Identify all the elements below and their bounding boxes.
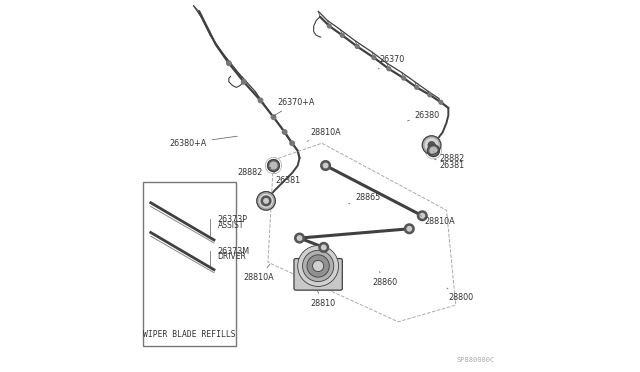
Circle shape [420,214,424,218]
Circle shape [298,236,302,240]
Circle shape [340,33,344,37]
Circle shape [261,196,271,206]
Circle shape [428,142,435,148]
Text: 26381: 26381 [435,159,464,170]
Circle shape [425,139,438,151]
Text: 26370+A: 26370+A [274,98,315,116]
Bar [143,182,236,346]
Circle shape [227,61,231,65]
Circle shape [271,115,276,119]
Circle shape [241,80,246,84]
Text: SP880000C: SP880000C [456,357,495,363]
Circle shape [307,255,330,277]
Circle shape [294,233,305,243]
Circle shape [323,163,328,168]
Text: 28860: 28860 [372,272,397,287]
Text: DRIVER: DRIVER [218,252,246,261]
Circle shape [422,136,441,154]
Text: 26373P: 26373P [218,215,248,224]
Circle shape [262,198,269,204]
Text: 28800: 28800 [447,288,474,302]
Circle shape [439,100,443,104]
Circle shape [430,147,437,154]
Circle shape [417,211,427,221]
Circle shape [319,243,328,252]
Text: 26380+A: 26380+A [170,136,237,148]
Text: 28810A: 28810A [307,128,341,141]
Circle shape [407,227,412,231]
FancyBboxPatch shape [294,259,342,290]
Circle shape [415,86,419,89]
Circle shape [303,250,334,282]
Text: ASSIST: ASSIST [218,221,244,230]
Text: 26381: 26381 [273,172,301,185]
Text: 26370: 26370 [378,55,404,69]
Text: 26373M: 26373M [218,247,250,256]
Circle shape [355,45,359,48]
Text: WIPER BLADE REFILLS: WIPER BLADE REFILLS [143,330,236,339]
Circle shape [321,161,330,170]
Circle shape [259,98,262,103]
Circle shape [282,130,287,134]
Circle shape [328,24,331,28]
Circle shape [260,195,273,207]
Circle shape [264,199,268,203]
Circle shape [290,141,294,145]
Text: 28810A: 28810A [244,264,275,282]
Circle shape [428,93,431,97]
Circle shape [402,76,406,80]
Text: 28810: 28810 [310,291,336,308]
Circle shape [268,160,280,171]
Text: 28882: 28882 [237,167,271,177]
Circle shape [270,162,277,169]
Circle shape [298,246,339,286]
Circle shape [404,224,414,234]
Circle shape [257,192,275,210]
Circle shape [428,145,440,157]
Circle shape [321,245,326,250]
Text: 26380: 26380 [408,111,440,121]
Text: 28882: 28882 [433,152,464,163]
Circle shape [387,67,390,71]
Text: 28810A: 28810A [420,216,455,226]
Circle shape [312,260,324,272]
Text: 28865: 28865 [349,193,381,204]
Circle shape [372,56,376,60]
